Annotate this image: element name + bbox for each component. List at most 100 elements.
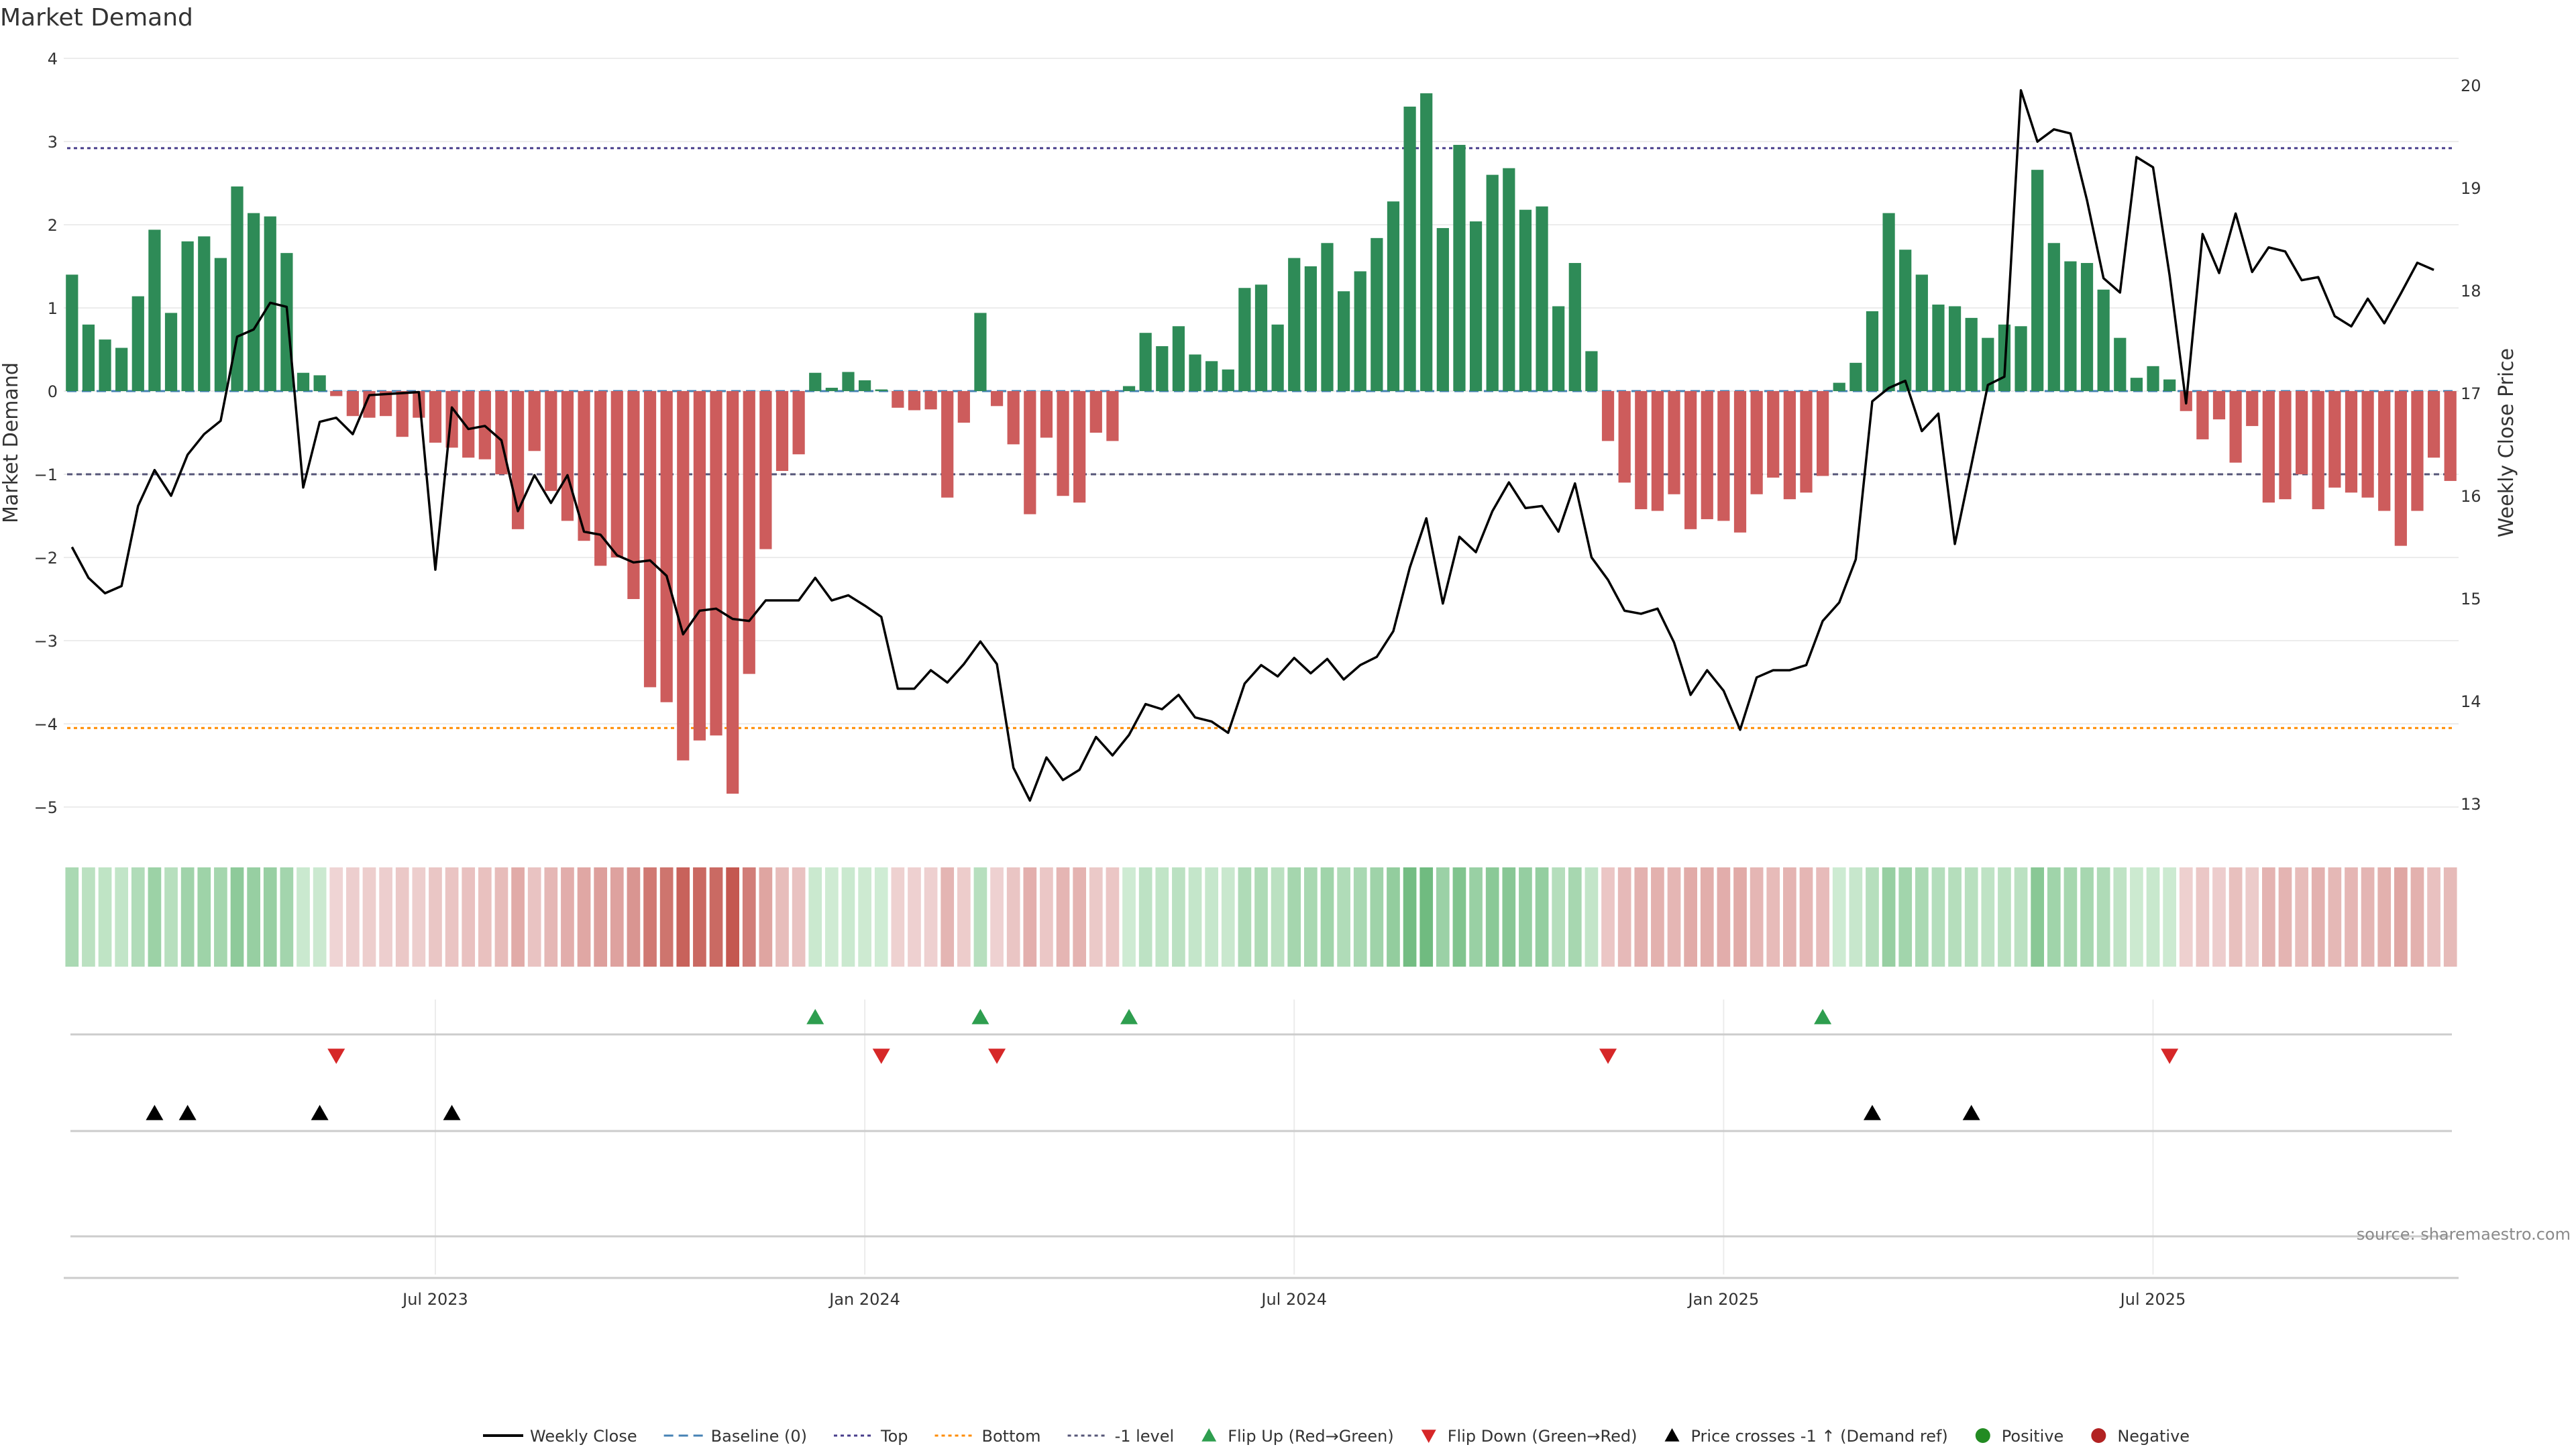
flip-down-marker bbox=[327, 1049, 345, 1064]
demand-bar bbox=[1238, 288, 1251, 391]
heat-cell bbox=[1403, 867, 1417, 967]
demand-bar bbox=[1866, 311, 1879, 391]
demand-bar bbox=[1568, 263, 1581, 391]
legend-swatch-triangle bbox=[1421, 1430, 1436, 1443]
x-tick-label: Jul 2025 bbox=[2119, 1290, 2186, 1309]
demand-bar bbox=[297, 372, 310, 391]
heat-cell bbox=[445, 867, 459, 967]
demand-bar bbox=[2345, 391, 2358, 493]
heat-cell bbox=[2063, 867, 2078, 967]
demand-bar bbox=[2163, 379, 2176, 391]
heat-cell bbox=[297, 867, 310, 967]
demand-bar bbox=[1783, 391, 1796, 500]
heat-cell bbox=[164, 867, 178, 967]
demand-bar bbox=[2130, 378, 2143, 391]
legend-label: Negative bbox=[2117, 1427, 2190, 1446]
heat-cell bbox=[478, 867, 492, 967]
heat-cell bbox=[1783, 867, 1796, 967]
reference-lines bbox=[67, 147, 2455, 729]
heat-cell bbox=[1320, 867, 1334, 967]
demand-bar bbox=[330, 391, 343, 396]
demand-bar bbox=[528, 391, 541, 451]
demand-bar bbox=[131, 296, 144, 391]
heat-cell bbox=[180, 867, 195, 967]
demand-bar bbox=[1915, 274, 1928, 391]
demand-bar bbox=[2080, 263, 2094, 391]
heat-cell bbox=[2377, 867, 2392, 967]
price-cross-marker bbox=[146, 1105, 164, 1120]
heat-cell bbox=[2047, 867, 2061, 967]
demand-bar bbox=[1932, 305, 1945, 391]
legend-swatch-circle bbox=[2091, 1428, 2106, 1443]
heat-cell bbox=[2113, 867, 2127, 967]
legend-label: Bottom bbox=[982, 1427, 1041, 1446]
y2-tick-label: 13 bbox=[2461, 795, 2481, 814]
heat-cell bbox=[1238, 867, 1252, 967]
heat-cell bbox=[1667, 867, 1681, 967]
heat-cell bbox=[1915, 867, 1929, 967]
demand-bar bbox=[892, 391, 904, 408]
legend-item: Bottom bbox=[934, 1427, 1041, 1446]
demand-bar bbox=[660, 391, 673, 702]
heat-cell bbox=[561, 867, 574, 967]
legend-item: Weekly Close bbox=[483, 1427, 637, 1446]
demand-bar bbox=[1800, 391, 1813, 493]
demand-bar bbox=[214, 258, 227, 391]
heat-cell bbox=[1585, 867, 1599, 967]
demand-bar bbox=[1833, 382, 1845, 391]
heat-cell bbox=[1387, 867, 1400, 967]
demand-bar bbox=[825, 388, 838, 391]
demand-bar bbox=[1750, 391, 1763, 494]
legend-swatch-circle bbox=[1975, 1428, 1990, 1443]
y2-axis-label: Weekly Close Price bbox=[2495, 348, 2518, 537]
demand-bar bbox=[1073, 391, 1086, 503]
demand-bar bbox=[677, 391, 690, 761]
heat-cell bbox=[1651, 867, 1664, 967]
demand-bar bbox=[2361, 391, 2374, 498]
heat-cell bbox=[1172, 867, 1185, 967]
heat-cell bbox=[676, 867, 690, 967]
demand-bar bbox=[743, 391, 755, 674]
heat-cell bbox=[2410, 867, 2424, 967]
demand-bar bbox=[990, 391, 1004, 407]
demand-bar bbox=[693, 391, 706, 741]
demand-bar bbox=[2312, 391, 2324, 510]
demand-bar bbox=[2047, 243, 2060, 391]
demand-bar bbox=[99, 339, 111, 391]
demand-bar bbox=[924, 391, 937, 410]
demand-bar bbox=[941, 391, 954, 498]
demand-bar bbox=[1387, 201, 1400, 391]
demand-bar bbox=[1486, 174, 1499, 391]
demand-bar bbox=[2229, 391, 2242, 463]
heat-cell bbox=[1419, 867, 1434, 967]
demand-bar bbox=[578, 391, 590, 541]
heat-cell bbox=[2163, 867, 2176, 967]
heat-cell bbox=[1634, 867, 1648, 967]
heat-cell bbox=[941, 867, 955, 967]
heat-cell bbox=[197, 867, 211, 967]
heat-cell bbox=[2031, 867, 2045, 967]
flip-down-marker bbox=[988, 1049, 1006, 1064]
demand-bar bbox=[1767, 391, 1780, 478]
y-tick-label: 2 bbox=[48, 216, 58, 235]
heat-cell bbox=[1254, 867, 1268, 967]
heat-cell bbox=[1832, 867, 1846, 967]
legend-item: Negative bbox=[2091, 1427, 2190, 1446]
demand-bar bbox=[1139, 333, 1152, 391]
heat-cell bbox=[2096, 867, 2110, 967]
demand-bar bbox=[2064, 261, 2077, 391]
price-cross-marker bbox=[311, 1105, 329, 1120]
flip-up-marker bbox=[806, 1009, 824, 1024]
demand-bar bbox=[2246, 391, 2259, 427]
heat-cell bbox=[610, 867, 624, 967]
heat-cell bbox=[494, 867, 508, 967]
demand-bar bbox=[1899, 250, 1912, 391]
demand-bar bbox=[429, 391, 442, 443]
heat-cell bbox=[2130, 867, 2143, 967]
heat-cell bbox=[2328, 867, 2342, 967]
x-tick-label: Jan 2025 bbox=[1687, 1290, 1760, 1309]
demand-bar bbox=[2114, 337, 2127, 391]
demand-bar bbox=[1585, 351, 1598, 391]
heat-cell bbox=[1006, 867, 1020, 967]
